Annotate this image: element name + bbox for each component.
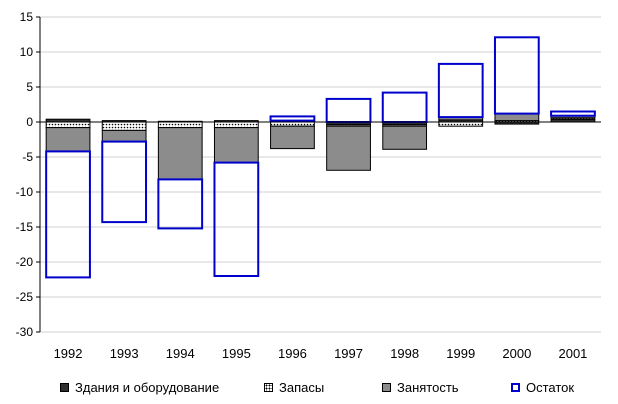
- bar-employment: [270, 125, 315, 150]
- legend-item-residual: Остаток: [511, 380, 574, 395]
- x-tick-label: 1998: [390, 346, 419, 361]
- bar-employment: [45, 127, 91, 152]
- bar-stocks: [157, 121, 203, 129]
- legend-label-employment: Занятость: [397, 380, 459, 395]
- bar-residual: [213, 161, 260, 278]
- y-tick-label: 15: [20, 10, 34, 24]
- bar-stocks: [438, 121, 484, 127]
- x-tick-label: 1994: [166, 346, 195, 361]
- bar-employment: [101, 129, 147, 143]
- x-tick-label: 1997: [334, 346, 363, 361]
- bar-residual: [101, 140, 148, 224]
- legend-label-residual: Остаток: [526, 380, 575, 395]
- y-tick-label: -5: [22, 150, 33, 164]
- legend-swatch-residual: [511, 383, 520, 392]
- x-axis-ticks: 1992 1993 1994 1995 1996 1997 1998 1999 2000 2001: [54, 346, 588, 361]
- y-tick-label: -30: [16, 325, 34, 339]
- legend-label-buildings: Здания и оборудование: [75, 380, 220, 395]
- legend-swatch-buildings: [60, 383, 69, 392]
- bar-stocks: [213, 121, 259, 129]
- bar-residual: [381, 91, 428, 123]
- y-tick-label: 0: [26, 115, 33, 129]
- bar-residual: [45, 150, 91, 279]
- legend-swatch-employment: [382, 383, 391, 392]
- bar-employment: [494, 113, 540, 122]
- y-axis-ticks: -30 -25 -20 -15 -10 -5 0 5 10 15: [16, 10, 40, 339]
- bar-residual: [325, 97, 372, 124]
- chart-svg: -30 -25 -20 -15 -10 -5 0 5 10 15 1992 1993 1994 1995…: [16, 10, 601, 361]
- x-tick-label: 1993: [110, 346, 139, 361]
- bar-stocks: [270, 121, 315, 127]
- axes: [39, 17, 601, 332]
- y-tick-label: -10: [16, 185, 34, 199]
- y-tick-label: -15: [16, 220, 34, 234]
- bar-stocks: [101, 121, 147, 131]
- bar-stocks: [45, 121, 91, 129]
- y-tick-label: -25: [16, 290, 34, 304]
- legend-item-stocks: Запасы: [264, 380, 324, 395]
- bar-employment: [213, 127, 259, 164]
- x-tick-label: 1999: [446, 346, 475, 361]
- x-tick-label: 1996: [278, 346, 307, 361]
- bar-residual: [269, 115, 316, 122]
- legend-item-employment: Занятость: [382, 380, 459, 395]
- bars-group: [45, 36, 596, 279]
- x-tick-label: 2001: [558, 346, 587, 361]
- bar-residual: [550, 110, 596, 117]
- x-tick-label: 1995: [222, 346, 251, 361]
- bar-employment: [382, 125, 428, 150]
- y-tick-label: 10: [20, 45, 34, 59]
- y-tick-label: 5: [26, 80, 33, 94]
- legend-swatch-stocks: [264, 383, 273, 392]
- legend-label-stocks: Запасы: [279, 380, 325, 395]
- bar-residual: [437, 62, 484, 119]
- x-tick-label: 1992: [54, 346, 83, 361]
- gridlines: [40, 16, 601, 333]
- bar-employment: [157, 127, 203, 180]
- y-tick-label: -20: [16, 255, 34, 269]
- bar-residual: [493, 36, 540, 115]
- legend: Здания и оборудование Запасы Занятость О…: [0, 380, 618, 400]
- legend-item-buildings: Здания и оборудование: [60, 380, 219, 395]
- bar-employment: [326, 125, 371, 171]
- x-tick-label: 2000: [502, 346, 531, 361]
- bar-residual: [157, 178, 204, 230]
